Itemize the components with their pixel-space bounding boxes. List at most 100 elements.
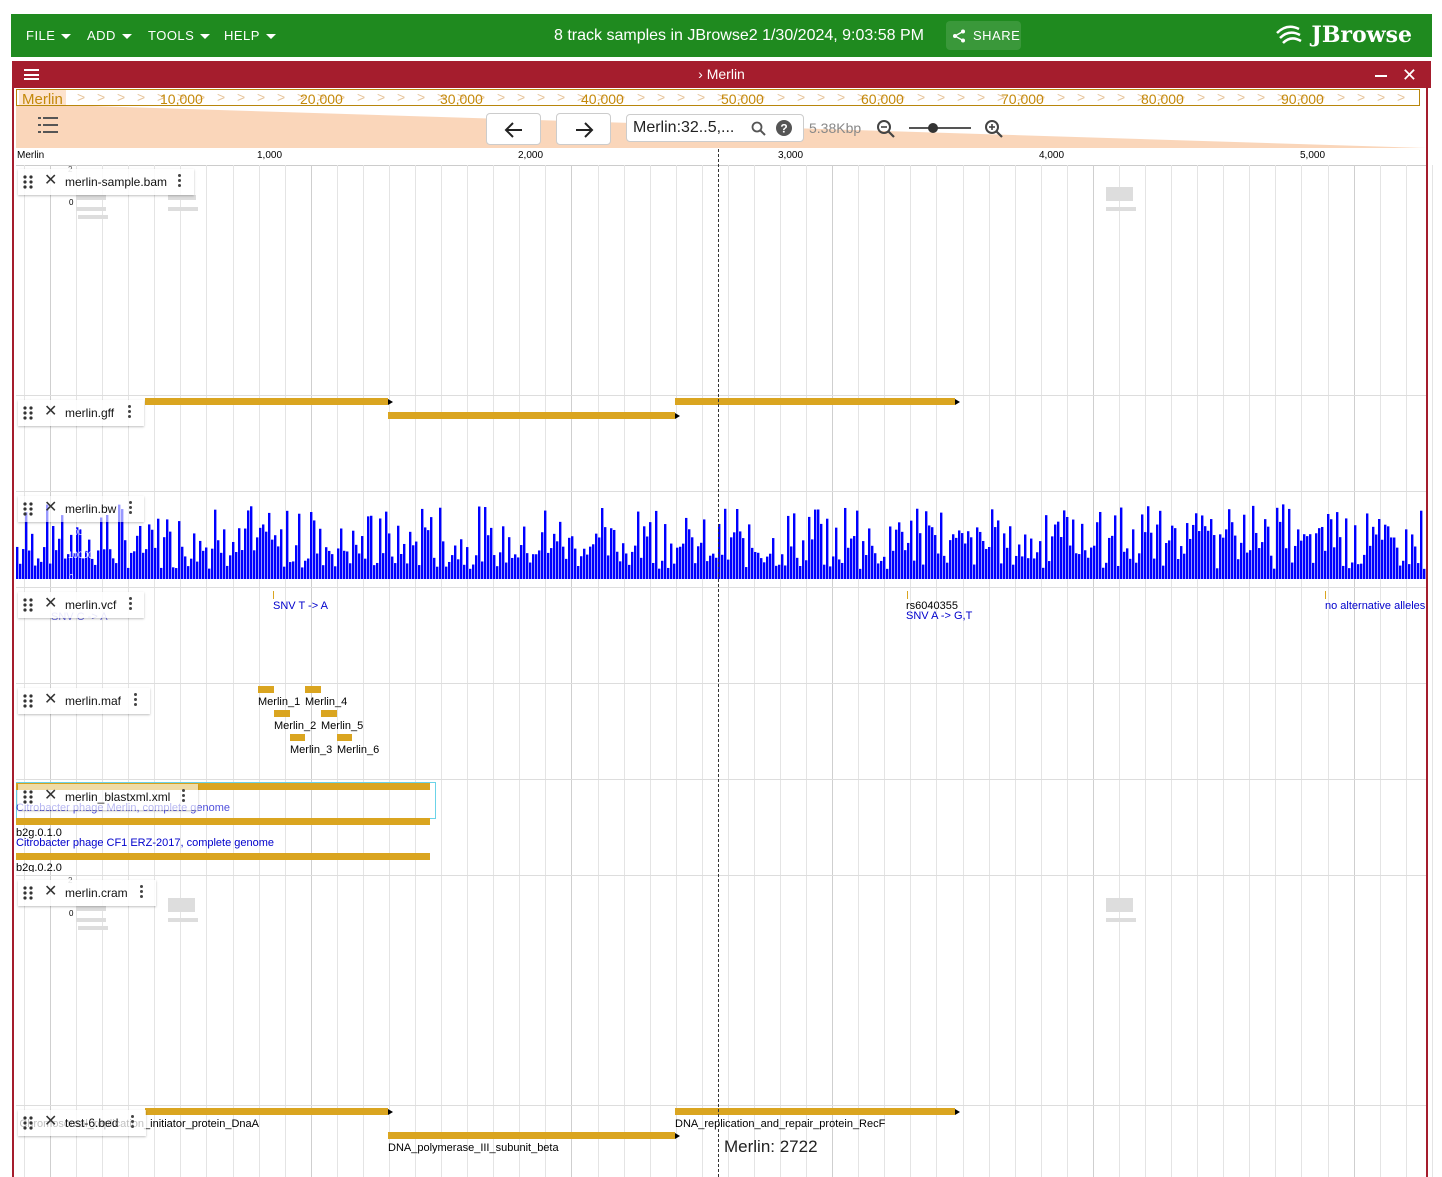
read-alignment[interactable] xyxy=(76,207,106,211)
read-alignment[interactable] xyxy=(76,195,106,200)
file-menu[interactable]: FILE xyxy=(26,14,72,57)
close-track-icon[interactable]: ✕ xyxy=(44,1113,58,1130)
close-track-icon[interactable]: ✕ xyxy=(44,499,58,516)
read-alignment[interactable] xyxy=(168,207,198,211)
track-divider[interactable] xyxy=(16,1105,1426,1106)
read-alignment[interactable] xyxy=(76,918,106,922)
bed-feature[interactable] xyxy=(388,1132,675,1139)
maf-feature[interactable] xyxy=(258,686,274,693)
scroll-left-button[interactable] xyxy=(486,113,541,145)
track-menu-icon[interactable] xyxy=(134,693,138,708)
gene-feature[interactable] xyxy=(145,398,388,405)
wiggle-bar xyxy=(370,515,373,579)
track-menu-icon[interactable] xyxy=(182,789,186,804)
track-label-bed[interactable]: ✕ test-6.bed xyxy=(18,1110,146,1136)
drag-handle-icon[interactable] xyxy=(23,175,33,189)
ruler[interactable]: Merlin 1,000 2,000 3,000 4,000 5,000 xyxy=(16,149,1426,166)
blast-hit[interactable] xyxy=(16,853,430,860)
track-label-blastxml[interactable]: ✕ merlin_blastxml.xml xyxy=(18,784,198,810)
track-label-bigwig[interactable]: ✕ merlin.bw xyxy=(18,496,144,522)
drag-handle-icon[interactable] xyxy=(23,598,33,612)
track-divider[interactable] xyxy=(16,395,1426,396)
drag-handle-icon[interactable] xyxy=(23,886,33,900)
close-track-icon[interactable]: ✕ xyxy=(44,787,58,804)
close-track-icon[interactable]: ✕ xyxy=(44,403,58,420)
close-view-icon[interactable]: ✕ xyxy=(1401,65,1417,85)
wiggle-bar xyxy=(901,531,904,579)
wiggle-bar xyxy=(1237,559,1240,579)
add-menu[interactable]: ADD xyxy=(87,14,132,57)
search-icon[interactable] xyxy=(751,121,766,136)
minimize-icon[interactable] xyxy=(1375,75,1387,77)
track-divider[interactable] xyxy=(16,587,1426,588)
close-track-icon[interactable]: ✕ xyxy=(44,883,58,900)
scroll-right-button[interactable] xyxy=(556,113,611,145)
maf-feature[interactable] xyxy=(337,734,352,741)
read-alignment[interactable] xyxy=(78,215,108,219)
maf-feature[interactable] xyxy=(274,710,290,717)
track-menu-icon[interactable] xyxy=(178,174,182,189)
wiggle-bar xyxy=(925,511,928,579)
read-alignment[interactable] xyxy=(76,906,106,911)
session-title[interactable]: 8 track samples in JBrowse2 1/30/2024, 9… xyxy=(554,27,924,44)
track-menu-icon[interactable] xyxy=(129,597,133,612)
close-track-icon[interactable]: ✕ xyxy=(44,172,58,189)
zoom-slider-thumb[interactable] xyxy=(928,123,938,133)
drag-handle-icon[interactable] xyxy=(23,406,33,420)
read-alignment[interactable] xyxy=(1106,918,1136,922)
maf-feature[interactable] xyxy=(321,710,337,717)
zoom-in-icon[interactable] xyxy=(984,119,1004,139)
variant-marker[interactable] xyxy=(273,591,274,599)
variant-marker[interactable] xyxy=(1325,591,1326,599)
drag-handle-icon[interactable] xyxy=(23,502,33,516)
help-menu[interactable]: HELP xyxy=(224,14,276,57)
track-label-maf[interactable]: ✕ merlin.maf xyxy=(18,688,150,714)
read-alignment[interactable] xyxy=(1106,898,1133,912)
drag-handle-icon[interactable] xyxy=(23,790,33,804)
blast-hit[interactable] xyxy=(16,818,430,825)
track-divider[interactable] xyxy=(16,779,1426,780)
read-alignment[interactable] xyxy=(168,918,198,922)
view-menu-icon[interactable] xyxy=(24,69,39,80)
location-input[interactable] xyxy=(633,119,745,137)
blast-hit[interactable] xyxy=(16,783,430,790)
zoom-slider[interactable] xyxy=(909,123,971,133)
close-track-icon[interactable]: ✕ xyxy=(44,595,58,612)
help-icon[interactable]: ? xyxy=(775,119,793,137)
bed-feature[interactable] xyxy=(145,1108,388,1115)
share-button[interactable]: SHARE xyxy=(946,21,1021,50)
read-alignment[interactable] xyxy=(168,195,196,200)
track-label-vcf[interactable]: ✕ merlin.vcf xyxy=(18,592,144,618)
drag-handle-icon[interactable] xyxy=(23,1116,33,1130)
track-divider[interactable] xyxy=(16,875,1426,876)
track-menu-icon[interactable] xyxy=(129,501,133,516)
track-divider[interactable] xyxy=(16,491,1426,492)
read-alignment[interactable] xyxy=(78,926,108,930)
zoom-out-icon[interactable] xyxy=(876,119,896,139)
close-track-icon[interactable]: ✕ xyxy=(44,691,58,708)
tools-menu[interactable]: TOOLS xyxy=(148,14,211,57)
bed-feature[interactable] xyxy=(675,1108,955,1115)
track-menu-icon[interactable] xyxy=(131,1115,135,1130)
track-menu-icon[interactable] xyxy=(140,885,144,900)
gene-feature[interactable] xyxy=(675,398,955,405)
overview-scalebar[interactable]: > > > > > > > > > > > > > > > > > > > > > > > > > > > > > > > > > > > > > > > >… xyxy=(16,89,1420,106)
variant-marker[interactable] xyxy=(907,591,908,599)
maf-feature[interactable] xyxy=(305,686,321,693)
wiggle-plot[interactable] xyxy=(16,500,1426,580)
track-label-cram[interactable]: ✕ merlin.cram xyxy=(18,880,156,906)
track-label-bam[interactable]: ✕ merlin-sample.bam xyxy=(18,169,194,195)
track-label-gff[interactable]: ✕ merlin.gff xyxy=(18,400,144,426)
wiggle-bar xyxy=(514,554,517,579)
read-alignment[interactable] xyxy=(1106,187,1133,201)
gene-feature[interactable] xyxy=(388,412,675,419)
read-alignment[interactable] xyxy=(1106,207,1136,211)
maf-feature[interactable] xyxy=(290,734,305,741)
location-search-box[interactable]: ? xyxy=(626,114,804,142)
drag-handle-icon[interactable] xyxy=(23,694,33,708)
track-selector-icon[interactable] xyxy=(38,116,58,134)
track-divider[interactable] xyxy=(16,683,1426,684)
read-alignment[interactable] xyxy=(168,898,195,912)
track-menu-icon[interactable] xyxy=(128,405,132,420)
wiggle-bar xyxy=(577,565,580,579)
